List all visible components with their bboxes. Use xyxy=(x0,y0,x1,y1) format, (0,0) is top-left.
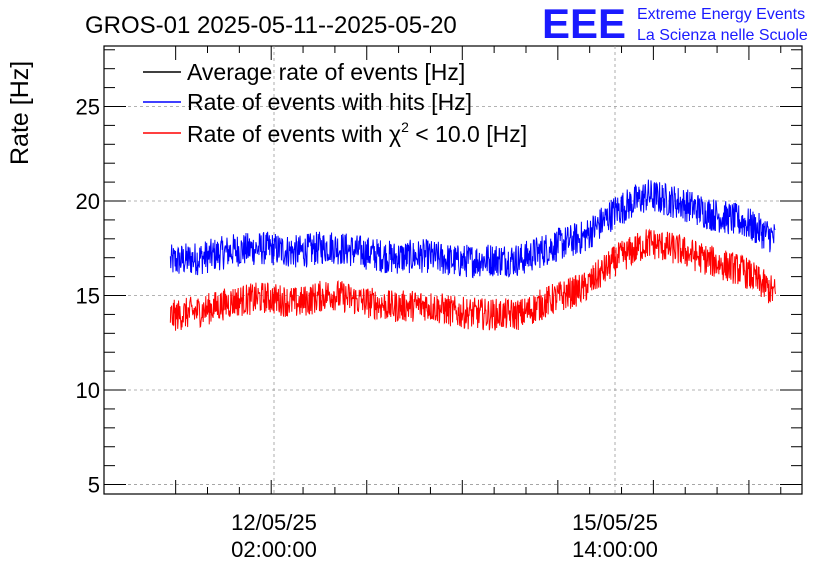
plot-frame xyxy=(103,45,803,495)
y-tick-label: 20 xyxy=(76,189,100,214)
eee-logo: EEE Extreme Energy Events La Scienza nel… xyxy=(542,0,808,47)
x-tick-label-time-1: 02:00:00 xyxy=(231,537,317,562)
y-ticks: 5 10 15 20 25 xyxy=(76,49,802,498)
x-tick-label-date-1: 12/05/25 xyxy=(231,510,317,535)
legend-label-chi2: Rate of events with χ2 < 10.0 [Hz] xyxy=(187,119,527,147)
x-ticks xyxy=(175,46,782,494)
y-tick-label: 25 xyxy=(76,94,100,119)
y-axis-label: Rate [Hz] xyxy=(6,61,34,165)
series-hits-line xyxy=(169,179,776,279)
legend-chi2-symbol: χ xyxy=(389,121,401,147)
legend: Average rate of events [Hz] Rate of even… xyxy=(143,59,527,147)
chart-title: GROS-01 2025-05-11--2025-05-20 xyxy=(85,12,457,39)
eee-logo-mark: EEE xyxy=(542,0,626,47)
x-tick-label-date-2: 15/05/25 xyxy=(572,510,658,535)
series-chi2-line xyxy=(169,228,776,331)
x-tick-label-time-2: 14:00:00 xyxy=(572,537,658,562)
logo-line-2: La Scienza nelle Scuole xyxy=(637,27,808,44)
legend-chi2-prefix: Rate of events with xyxy=(187,121,389,147)
legend-label-average: Average rate of events [Hz] xyxy=(187,59,465,85)
y-tick-label: 15 xyxy=(76,284,100,309)
series-lines xyxy=(169,179,776,331)
legend-chi2-suffix: < 10.0 [Hz] xyxy=(409,121,527,147)
y-tick-label: 5 xyxy=(88,473,100,498)
y-tick-label: 10 xyxy=(76,378,100,403)
legend-label-hits: Rate of events with hits [Hz] xyxy=(187,89,472,115)
logo-line-1: Extreme Energy Events xyxy=(637,6,805,23)
legend-chi2-sup: 2 xyxy=(401,119,409,135)
